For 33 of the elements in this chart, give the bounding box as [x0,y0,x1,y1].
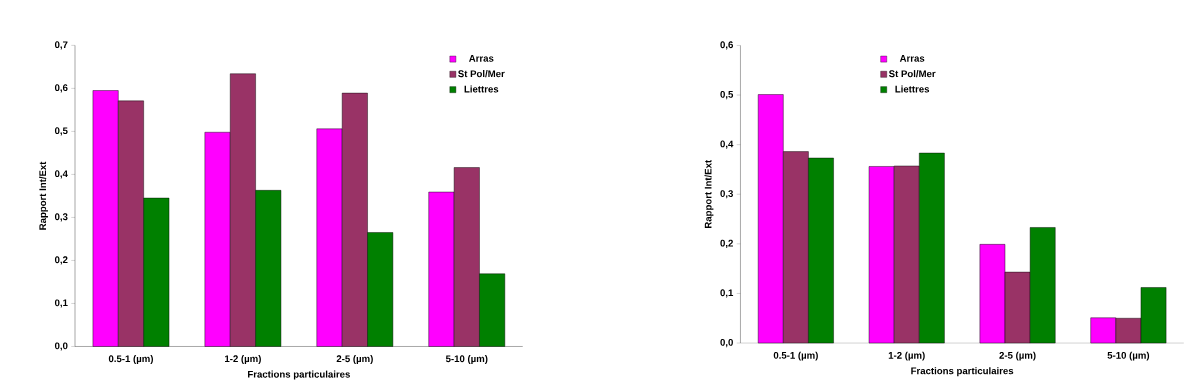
y-tick-label: 0,4 [54,170,68,179]
y-tick-label: 0,0 [720,339,733,348]
y-tick-label: 0,1 [54,299,68,308]
y-tick-label: 0,3 [54,213,68,222]
x-axis-title: Fractions particulaires [248,370,350,380]
x-tick-label: 5-10 (µm) [445,355,488,365]
x-tick-label: 5-10 (µm) [1107,351,1150,361]
y-axis-title: Rapport Int/Ext [704,160,714,229]
y-tick-label: 0,5 [54,127,68,136]
x-tick-label: 2-5 (µm) [999,351,1036,361]
legend-label: St Pol/Mer [458,70,505,78]
x-tick-label: 1-2 (µm) [888,351,925,361]
legend-label: St Pol/Mer [888,70,936,78]
y-tick-label: 0,3 [720,190,734,199]
legend-label: Liettres [464,85,499,93]
y-tick-label: 0,6 [720,41,734,50]
x-tick-label: 0.5-1 (µm) [108,355,153,365]
y-tick-label: 0,2 [54,256,68,265]
y-axis-title: Rapport Int/Ext [39,161,48,230]
y-tick-label: 0,5 [720,91,734,100]
y-tick-label: 0,7 [54,41,68,50]
x-tick-label: 1-2 (µm) [225,355,261,365]
y-tick-label: 0,1 [720,289,734,298]
y-tick-label: 0,4 [720,140,734,149]
y-tick-label: 0,6 [54,84,68,93]
legend-label: Liettres [895,85,930,93]
x-tick-label: 2-5 (µm) [336,355,373,365]
y-tick-label: 0,2 [720,239,733,249]
legend-label: Arras [899,55,925,62]
legend-label: Arras [469,55,494,62]
x-tick-label: 0.5-1 (µm) [773,351,818,361]
y-tick-label: 0,0 [54,342,68,351]
x-axis-title: Fractions particulaires [911,367,1014,377]
